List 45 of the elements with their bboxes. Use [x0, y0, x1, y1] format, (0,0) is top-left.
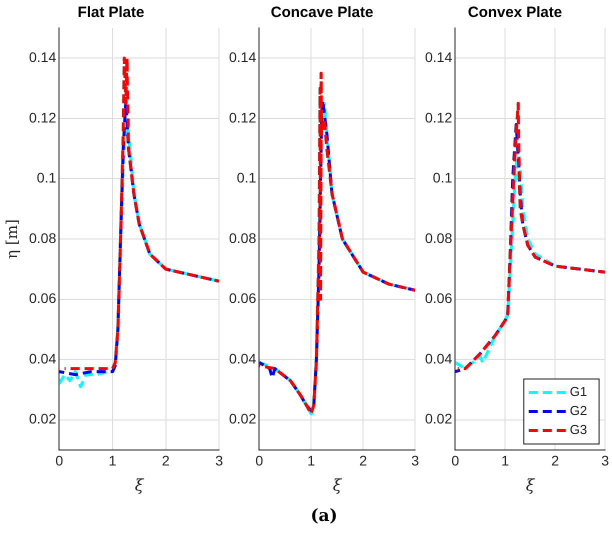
- y-tick-label: 0.14: [425, 49, 452, 65]
- line-series: [63, 56, 220, 370]
- y-tick-label: 0.1: [36, 170, 56, 186]
- y-tick-label: 0.04: [29, 350, 56, 366]
- legend-label: G1: [570, 384, 588, 400]
- y-tick-label: 0.1: [432, 170, 452, 186]
- y-tick-label: 0.06: [425, 290, 452, 306]
- y-tick-label: 0.1: [236, 170, 256, 186]
- x-axis-title: ξ: [134, 476, 145, 495]
- x-tick-label: 2: [162, 452, 170, 468]
- x-tick-label: 0: [255, 452, 264, 468]
- x-tick-label: 3: [601, 452, 610, 468]
- x-tick-label: 2: [359, 452, 368, 468]
- y-tick-label: 0.08: [229, 230, 256, 246]
- x-tick-label: 1: [501, 452, 510, 468]
- x-tick-label: 3: [215, 452, 224, 468]
- chart-title: Flat Plate: [78, 4, 144, 22]
- y-axis-title: η [m]: [2, 219, 21, 259]
- chart-title: Convex Plate: [468, 4, 562, 22]
- y-tick-label: 0.02: [425, 410, 452, 427]
- x-tick-label: 1: [108, 452, 117, 468]
- text: (a): [310, 506, 338, 526]
- y-tick-label: 0.12: [229, 109, 256, 126]
- y-tick-label: 0.14: [229, 49, 256, 65]
- y-tick-label: 0.08: [425, 230, 452, 246]
- y-tick-label: 0.06: [229, 290, 256, 306]
- y-tick-label: 0.04: [425, 350, 452, 366]
- x-tick-label: 1: [307, 452, 316, 468]
- x-tick-label: 0: [451, 452, 460, 468]
- y-tick-label: 0.02: [29, 410, 56, 427]
- y-tick-label: 0.12: [425, 109, 452, 126]
- chart-title: Concave Plate: [270, 4, 374, 22]
- y-tick-label: 0.02: [229, 410, 256, 427]
- y-tick-label: 0.04: [229, 350, 256, 366]
- x-tick-label: 3: [411, 452, 420, 468]
- legend-label: G2: [570, 403, 588, 418]
- legend-label: G3: [570, 422, 588, 438]
- y-tick-label: 0.06: [29, 290, 56, 306]
- y-tick-label: 0.12: [29, 109, 56, 126]
- x-axis-title: ξ: [526, 476, 536, 495]
- x-tick-label: 2: [551, 452, 560, 468]
- y-tick-label: 0.14: [29, 49, 56, 65]
- x-axis-title: ξ: [332, 476, 343, 495]
- x-tick-label: 0: [55, 452, 64, 468]
- y-tick-label: 0.08: [29, 230, 56, 246]
